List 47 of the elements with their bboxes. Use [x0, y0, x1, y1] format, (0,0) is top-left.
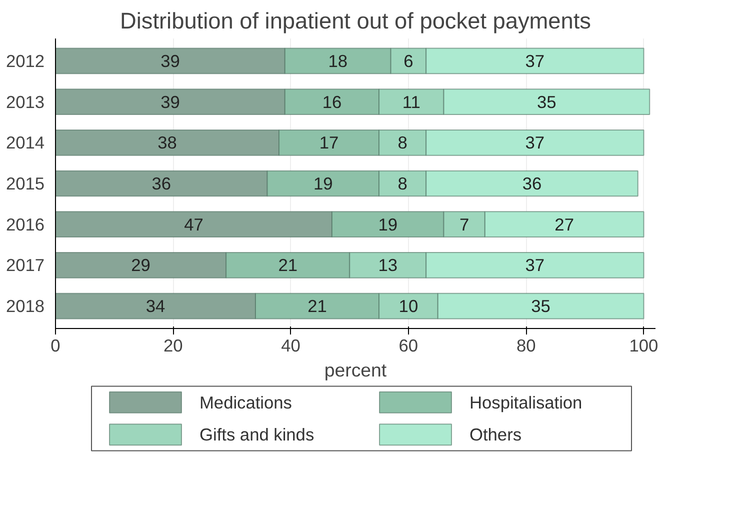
data-label: 37 — [525, 255, 545, 276]
data-label: 19 — [378, 214, 398, 234]
x-tick-label: 20 — [164, 336, 183, 356]
data-label: 16 — [322, 92, 342, 112]
data-label: 17 — [319, 132, 339, 153]
x-tick-label: 40 — [281, 336, 300, 356]
data-label: 7 — [460, 214, 470, 234]
x-tick-label: 60 — [398, 336, 418, 356]
data-label: 27 — [554, 214, 574, 234]
data-label: 36 — [522, 174, 542, 194]
data-label: 29 — [131, 255, 150, 276]
y-tick-label: 2015 — [6, 174, 45, 194]
x-axis-title: percent — [324, 360, 388, 380]
y-tick-label: 2016 — [6, 214, 45, 234]
legend-label: Gifts and kinds — [200, 424, 314, 445]
data-label: 8 — [398, 132, 408, 153]
x-tick-label: 80 — [516, 336, 536, 356]
data-label: 38 — [158, 132, 177, 153]
y-tick-label: 2014 — [6, 132, 45, 153]
data-label: 35 — [531, 296, 550, 316]
data-label: 37 — [525, 132, 545, 153]
data-label: 34 — [146, 296, 166, 316]
x-tick-label: 100 — [629, 336, 658, 356]
data-label: 21 — [278, 255, 298, 276]
data-label: 8 — [398, 174, 408, 194]
data-label: 39 — [160, 92, 180, 112]
legend-label: Others — [470, 424, 522, 445]
data-label: 18 — [328, 50, 348, 71]
data-label: 6 — [404, 50, 414, 71]
chart-title: Distribution of inpatient out of pocket payments — [120, 8, 592, 34]
data-label: 37 — [525, 50, 545, 71]
y-tick-label: 2012 — [6, 50, 45, 71]
y-tick-label: 2017 — [6, 255, 45, 276]
data-label: 11 — [402, 92, 420, 112]
data-label: 35 — [537, 92, 556, 112]
x-tick-label: 0 — [50, 336, 60, 356]
data-label: 19 — [314, 174, 333, 194]
data-label: 39 — [160, 50, 180, 71]
data-label: 47 — [184, 214, 204, 234]
legend-label: Medications — [200, 392, 292, 412]
data-label: 21 — [308, 296, 327, 316]
y-tick-label: 2013 — [6, 92, 45, 112]
data-label: 36 — [152, 174, 172, 194]
data-label: 10 — [398, 296, 418, 316]
legend-label: Hospitalisation — [470, 392, 582, 412]
data-label: 13 — [378, 255, 398, 276]
y-tick-label: 2018 — [6, 296, 45, 316]
